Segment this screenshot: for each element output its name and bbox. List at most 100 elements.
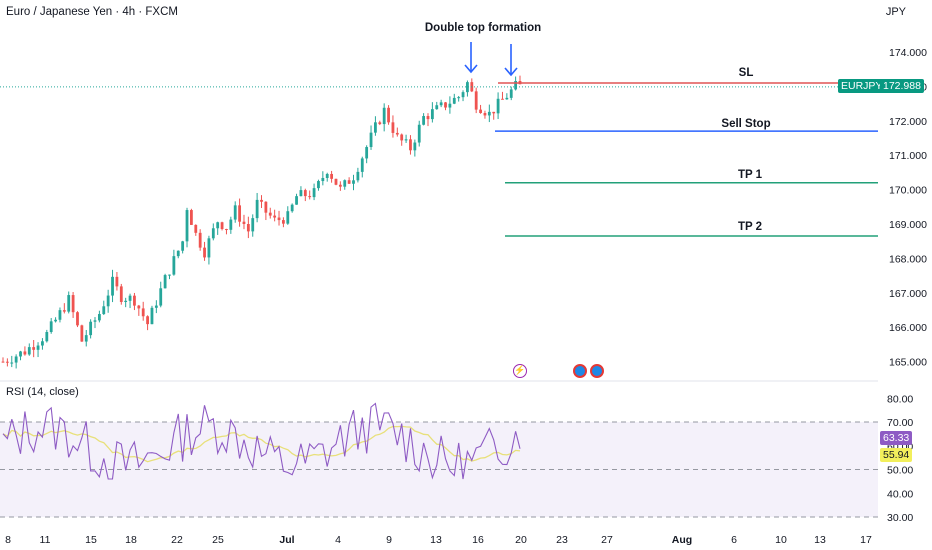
time-tick-label: Jul bbox=[279, 534, 294, 546]
candle bbox=[41, 338, 44, 350]
candle bbox=[176, 250, 180, 259]
candle bbox=[220, 221, 224, 231]
price-tick-label: 174.000 bbox=[889, 47, 927, 59]
candle bbox=[395, 127, 399, 137]
candle bbox=[128, 293, 132, 309]
candle-body bbox=[225, 229, 228, 231]
candle-body bbox=[189, 210, 193, 225]
candle bbox=[93, 317, 97, 329]
candle bbox=[457, 95, 461, 102]
candle bbox=[365, 145, 369, 164]
time-tick-label: 4 bbox=[335, 534, 341, 546]
candle bbox=[290, 203, 294, 213]
price-tick-label: 171.000 bbox=[889, 150, 927, 162]
candle bbox=[71, 292, 75, 318]
candle-body bbox=[395, 132, 399, 135]
candle bbox=[181, 240, 185, 254]
candle bbox=[452, 93, 456, 105]
candle bbox=[268, 207, 272, 219]
candle-body bbox=[246, 224, 250, 232]
candle-body bbox=[41, 341, 44, 346]
candle-body bbox=[435, 105, 439, 110]
candle-body bbox=[430, 109, 434, 120]
candle-body bbox=[260, 199, 263, 202]
candle bbox=[470, 78, 474, 93]
candle-body bbox=[365, 147, 369, 159]
time-tick-label: 25 bbox=[212, 534, 224, 546]
candle bbox=[106, 289, 110, 313]
candle-body bbox=[501, 98, 504, 100]
currency-label: JPY bbox=[885, 6, 906, 18]
economic-event-icon[interactable] bbox=[573, 364, 587, 378]
candle-body bbox=[137, 305, 141, 309]
candle-body bbox=[89, 321, 93, 336]
candle bbox=[67, 291, 71, 314]
rsi-indicator-label: RSI (14, close) bbox=[6, 386, 79, 398]
candle-body bbox=[181, 241, 185, 251]
candle bbox=[10, 355, 14, 368]
candle bbox=[137, 304, 141, 316]
candle-body bbox=[220, 222, 224, 230]
price-tick-label: 166.000 bbox=[889, 322, 927, 334]
candle bbox=[343, 179, 347, 190]
candle-body bbox=[5, 361, 9, 363]
candle-body bbox=[444, 102, 447, 108]
candle-body bbox=[360, 158, 364, 172]
candle-body bbox=[207, 238, 211, 258]
candle-body bbox=[474, 91, 478, 110]
candle bbox=[229, 216, 233, 234]
candle-body bbox=[343, 180, 347, 187]
candle bbox=[5, 358, 9, 367]
candle-body bbox=[163, 275, 167, 289]
candle bbox=[189, 208, 193, 225]
rsi-tick-label: 50.00 bbox=[887, 465, 913, 477]
time-tick-label: 9 bbox=[386, 534, 392, 546]
candle bbox=[198, 229, 202, 251]
candle-body bbox=[347, 180, 351, 184]
candle bbox=[32, 340, 36, 358]
candle bbox=[119, 283, 123, 305]
candle-body bbox=[268, 212, 272, 216]
lightning-event-icon[interactable]: ⚡ bbox=[513, 364, 527, 378]
candle bbox=[334, 178, 338, 186]
price-tick-label: 170.000 bbox=[889, 185, 927, 197]
candle-body bbox=[32, 347, 36, 350]
candle-body bbox=[238, 205, 241, 222]
candle bbox=[369, 125, 373, 150]
candle bbox=[89, 319, 93, 339]
candle-body bbox=[439, 102, 443, 106]
down-arrow-icon bbox=[464, 42, 478, 74]
candle bbox=[154, 300, 158, 314]
candle bbox=[233, 201, 237, 223]
candle bbox=[194, 224, 198, 236]
candle-body bbox=[203, 247, 206, 258]
candle bbox=[330, 170, 334, 183]
rsi-value-badge: 63.33 bbox=[880, 431, 913, 445]
candle bbox=[505, 93, 509, 100]
symbol-title: Euro / Japanese Yen · 4h · FXCM bbox=[6, 6, 178, 18]
candle bbox=[413, 139, 417, 157]
candle-body bbox=[264, 201, 268, 213]
candle-body bbox=[67, 295, 71, 312]
rsi-line bbox=[2, 402, 521, 480]
price-tick-label: 169.000 bbox=[889, 219, 927, 231]
candle-body bbox=[295, 196, 298, 205]
candle-body bbox=[119, 286, 123, 302]
candle-body bbox=[487, 111, 491, 116]
tp2-label: TP 2 bbox=[737, 221, 763, 233]
candle-body bbox=[111, 276, 114, 296]
candle bbox=[387, 105, 390, 125]
candle-body bbox=[19, 351, 22, 357]
candle-body bbox=[505, 97, 509, 100]
candles-group bbox=[1, 75, 522, 369]
candle-body bbox=[479, 109, 482, 114]
economic-event-icon[interactable] bbox=[590, 364, 604, 378]
candle bbox=[23, 346, 27, 356]
candle-body bbox=[133, 295, 136, 306]
candle bbox=[303, 188, 307, 202]
time-tick-label: 15 bbox=[85, 534, 97, 546]
candle-body bbox=[413, 142, 417, 151]
candle-body bbox=[229, 219, 233, 230]
candle-body bbox=[76, 312, 79, 326]
candle bbox=[321, 171, 325, 186]
